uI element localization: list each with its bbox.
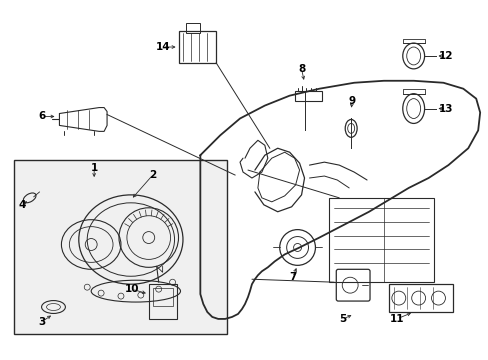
Text: 4: 4 — [18, 200, 25, 210]
Text: 5: 5 — [339, 314, 346, 324]
Text: 3: 3 — [38, 317, 45, 327]
Bar — [148, 284, 176, 319]
Text: 14: 14 — [155, 42, 170, 52]
Bar — [178, 31, 216, 63]
Text: 7: 7 — [288, 272, 296, 282]
Text: 1: 1 — [90, 163, 98, 173]
Text: 8: 8 — [297, 64, 305, 74]
Text: 6: 6 — [38, 112, 45, 121]
Bar — [328, 198, 433, 282]
Text: 12: 12 — [438, 51, 453, 61]
Text: 10: 10 — [124, 284, 139, 294]
Text: 9: 9 — [348, 96, 355, 105]
Text: 11: 11 — [389, 314, 403, 324]
Bar — [186, 23, 200, 33]
Bar — [14, 160, 226, 334]
Bar — [388, 284, 452, 312]
Bar — [152, 288, 172, 306]
Bar — [294, 91, 322, 100]
Text: 2: 2 — [149, 170, 156, 180]
Text: 13: 13 — [438, 104, 453, 113]
